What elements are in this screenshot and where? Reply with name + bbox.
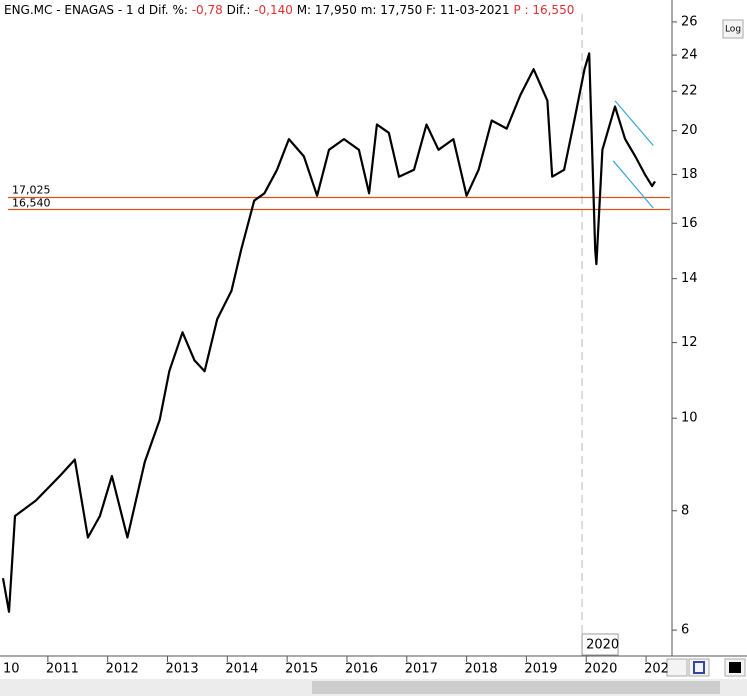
x-tick-label: 2017 [405,662,438,677]
x-tick-label: 202 [644,662,669,677]
y-tick-label: 16 [681,216,698,231]
x-tick-label: 2019 [524,662,557,677]
x-tick-label: 2020 [584,662,617,677]
x-tick-label: 2014 [225,662,258,677]
y-tick-label: 26 [681,14,698,29]
x-tick-label: 10 [3,662,20,677]
level-label: 17,025 [12,184,51,197]
x-tick-label: 2011 [46,662,79,677]
x-tick-label: 2012 [106,662,139,677]
header-part: M: 17,950 m: 17,750 F: 11-03-2021 [293,3,514,17]
y-tick-label: 22 [681,84,698,99]
log-button-label: Log [725,25,741,35]
date-marker-label: 2020 [586,638,619,653]
log-button[interactable] [722,19,744,39]
save-icon [693,661,705,674]
y-tick-label: 24 [681,48,698,63]
y-tick-label: 12 [681,335,698,350]
x-tick-label: 2013 [166,662,199,677]
trend-line [614,100,654,146]
level-label: 16,540 [12,197,51,210]
trend-line [612,160,654,209]
x-tick-label: 2018 [465,662,498,677]
price-line [1,52,656,613]
x-tick-label: 2015 [285,662,318,677]
y-tick-label: 10 [681,411,698,426]
header-part: -0,140 [254,3,293,17]
zoom-button[interactable] [666,658,688,677]
plot-area [1,52,656,613]
header-part: ENG.MC - ENAGAS - 1 d Dif. %: [4,3,192,17]
header-part: P : 16,550 [513,3,574,17]
header-part: -0,78 [192,3,223,17]
y-tick-label: 8 [681,503,689,518]
header-part: Dif.: [223,3,254,17]
y-tick-label: 18 [681,167,698,182]
y-tick-label: 14 [681,271,698,286]
y-tick-label: 20 [681,123,698,138]
y-tick-label: 6 [681,623,689,638]
date-marker-box [581,633,619,656]
scrollbar-thumb[interactable] [312,681,720,694]
color-swatch [729,662,741,673]
header: ENG.MC - ENAGAS - 1 d Dif. %: -0,78 Dif.… [4,3,574,17]
x-tick-label: 2016 [345,662,378,677]
